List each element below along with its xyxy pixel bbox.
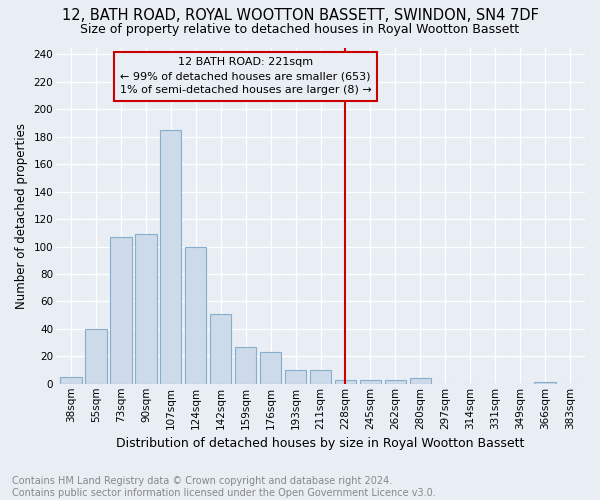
Bar	[285, 370, 306, 384]
Bar	[110, 237, 131, 384]
Text: 12, BATH ROAD, ROYAL WOOTTON BASSETT, SWINDON, SN4 7DF: 12, BATH ROAD, ROYAL WOOTTON BASSETT, SW…	[62, 8, 538, 22]
Text: Size of property relative to detached houses in Royal Wootton Bassett: Size of property relative to detached ho…	[80, 22, 520, 36]
Bar	[85, 329, 107, 384]
Bar	[235, 346, 256, 384]
Bar	[385, 380, 406, 384]
Bar	[210, 314, 232, 384]
Text: 12 BATH ROAD: 221sqm
← 99% of detached houses are smaller (653)
1% of semi-detac: 12 BATH ROAD: 221sqm ← 99% of detached h…	[120, 57, 371, 95]
Text: Contains HM Land Registry data © Crown copyright and database right 2024.
Contai: Contains HM Land Registry data © Crown c…	[12, 476, 436, 498]
Y-axis label: Number of detached properties: Number of detached properties	[15, 122, 28, 308]
Bar	[61, 377, 82, 384]
Bar	[160, 130, 181, 384]
X-axis label: Distribution of detached houses by size in Royal Wootton Bassett: Distribution of detached houses by size …	[116, 437, 525, 450]
Bar	[185, 246, 206, 384]
Bar	[335, 380, 356, 384]
Bar	[360, 380, 381, 384]
Bar	[535, 382, 556, 384]
Bar	[135, 234, 157, 384]
Bar	[310, 370, 331, 384]
Bar	[410, 378, 431, 384]
Bar	[260, 352, 281, 384]
